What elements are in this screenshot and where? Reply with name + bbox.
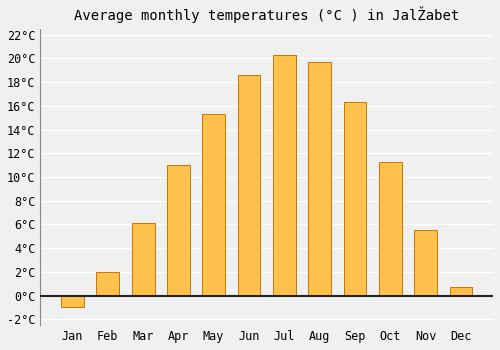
Bar [379,162,402,295]
Title: Average monthly temperatures (°C ) in JalŽabet: Average monthly temperatures (°C ) in Ja… [74,7,460,23]
Bar [167,165,190,295]
Bar [61,295,84,307]
Bar [202,114,225,295]
Bar [96,272,119,295]
Bar [450,287,472,295]
Bar [344,102,366,295]
Bar [238,75,260,295]
Bar [414,230,437,295]
Bar [308,62,331,295]
Bar [273,55,296,295]
Bar [132,223,154,295]
